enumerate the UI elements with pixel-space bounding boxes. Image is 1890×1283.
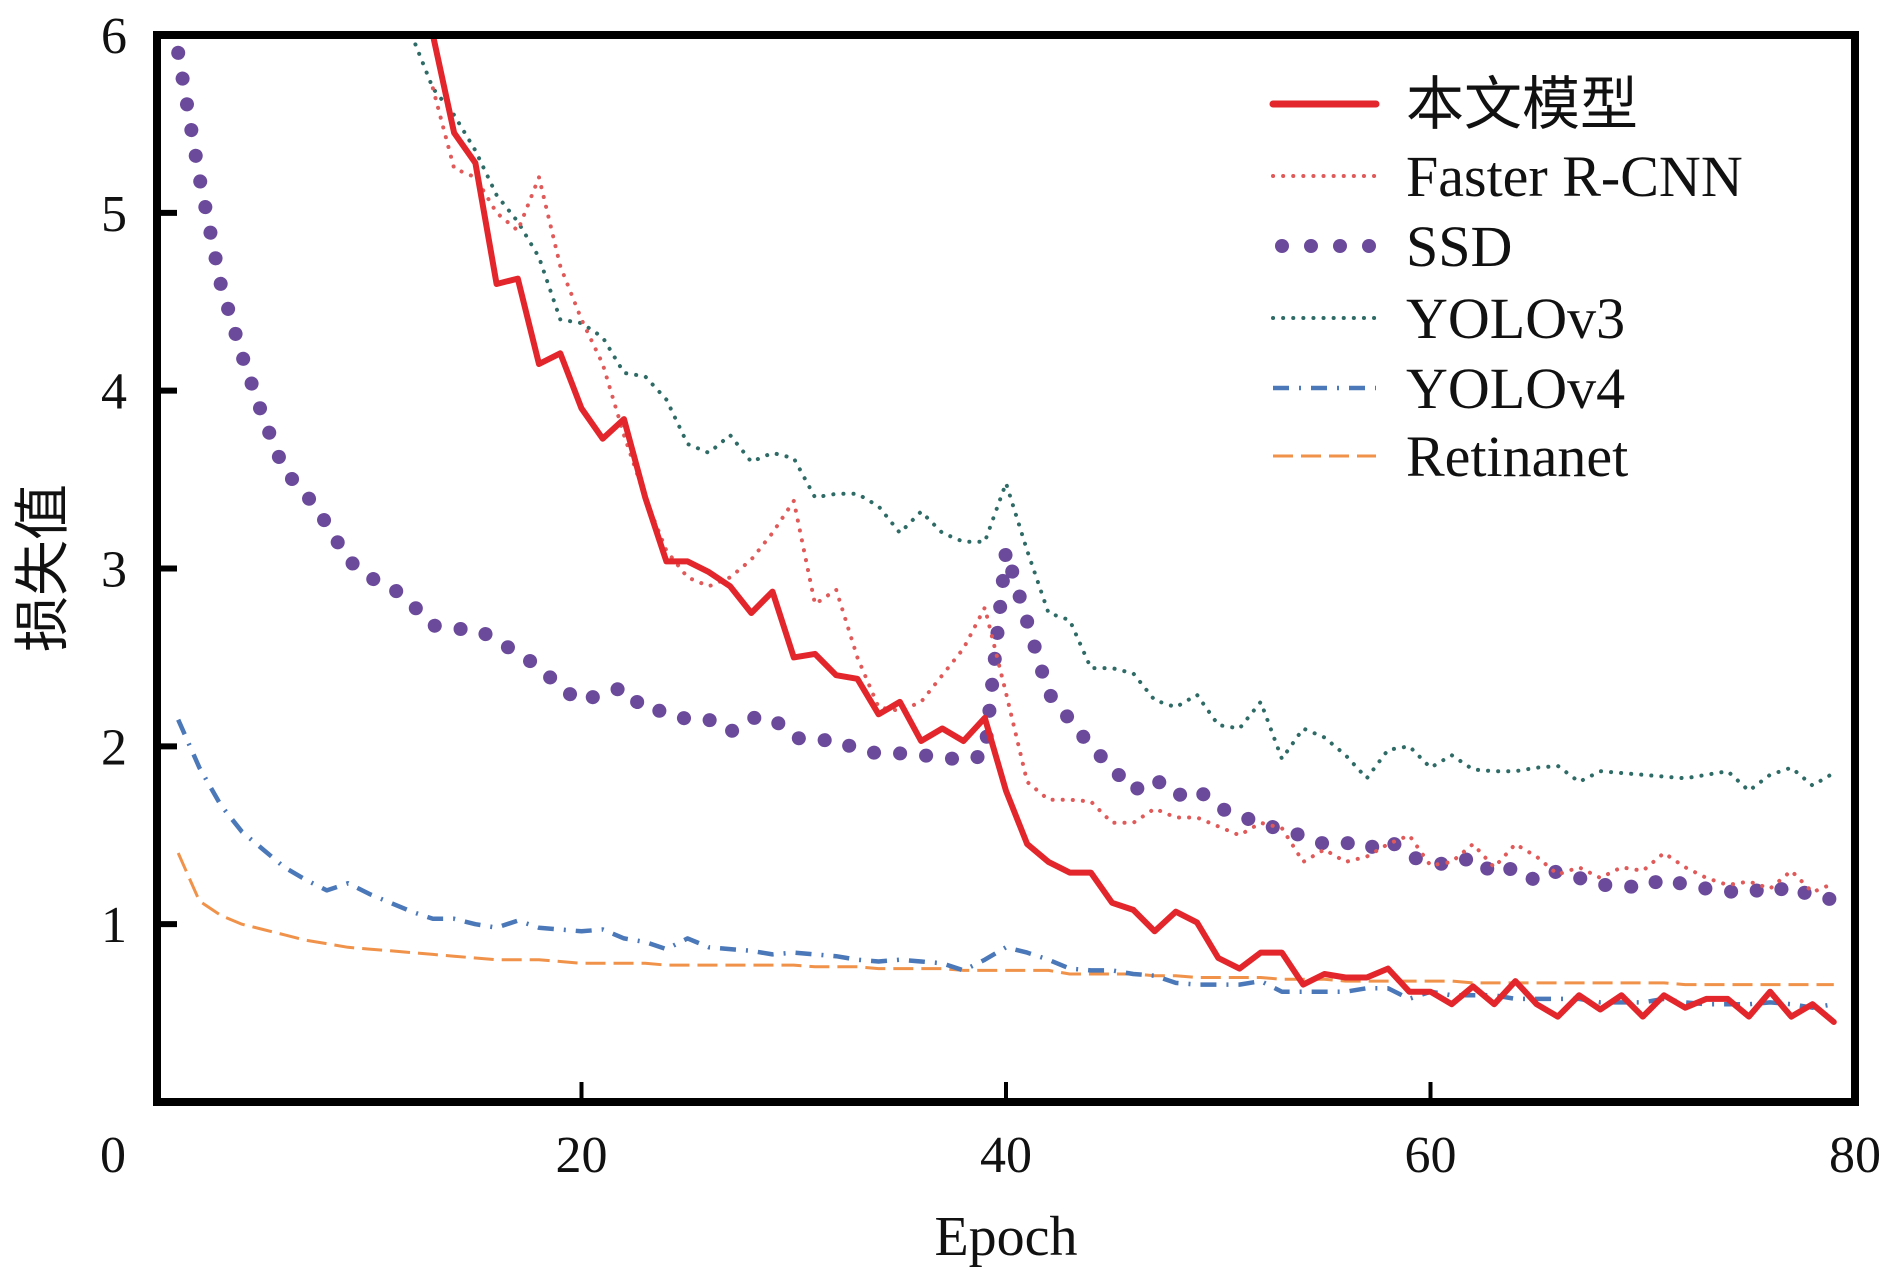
series-line-proposed-model bbox=[430, 38, 1837, 1025]
y-tick-label: 1 bbox=[101, 897, 127, 954]
series-line-yolov3 bbox=[410, 38, 1836, 793]
x-tick-label: 0 bbox=[100, 1127, 126, 1184]
legend-dot bbox=[1275, 239, 1289, 253]
legend-swatch bbox=[1275, 239, 1376, 253]
legend-label: 本文模型 bbox=[1406, 72, 1638, 137]
y-tick-label: 4 bbox=[101, 364, 127, 421]
x-axis-title: Epoch bbox=[934, 1206, 1077, 1268]
x-tick-label: 40 bbox=[980, 1127, 1032, 1184]
legend-label: YOLOv3 bbox=[1406, 286, 1625, 351]
y-tick-label: 6 bbox=[101, 8, 127, 65]
x-tick-label: 20 bbox=[556, 1127, 608, 1184]
legend-label: Retinanet bbox=[1406, 424, 1628, 489]
series-line-retinanet bbox=[176, 852, 1834, 987]
legend-item: Faster R-CNN bbox=[1271, 144, 1743, 209]
legend-item: 本文模型 bbox=[1269, 72, 1638, 137]
legend-item: YOLOv3 bbox=[1271, 286, 1625, 351]
legend-label: YOLOv4 bbox=[1406, 356, 1625, 421]
series-line-yolov4 bbox=[176, 718, 1835, 1010]
legend-label: Faster R-CNN bbox=[1406, 144, 1743, 209]
legend-label: SSD bbox=[1406, 214, 1512, 279]
legend-item: Retinanet bbox=[1273, 424, 1628, 489]
y-tick-label: 3 bbox=[101, 542, 127, 599]
legend-dot bbox=[1333, 239, 1347, 253]
x-tick-label: 60 bbox=[1405, 1127, 1457, 1184]
series-line-ssd bbox=[171, 45, 1841, 907]
legend-item: YOLOv4 bbox=[1273, 356, 1625, 421]
legend-dot bbox=[1362, 239, 1376, 253]
y-axis-title: 损失值 bbox=[13, 484, 75, 652]
y-tick-label: 5 bbox=[101, 186, 127, 243]
x-tick-label: 80 bbox=[1829, 1127, 1881, 1184]
legend-dot bbox=[1304, 239, 1318, 253]
y-tick-label: 2 bbox=[101, 719, 127, 776]
legend-item: SSD bbox=[1275, 214, 1512, 279]
series-layer bbox=[171, 38, 1841, 1025]
series-line-faster-r-cnn bbox=[430, 86, 1836, 895]
